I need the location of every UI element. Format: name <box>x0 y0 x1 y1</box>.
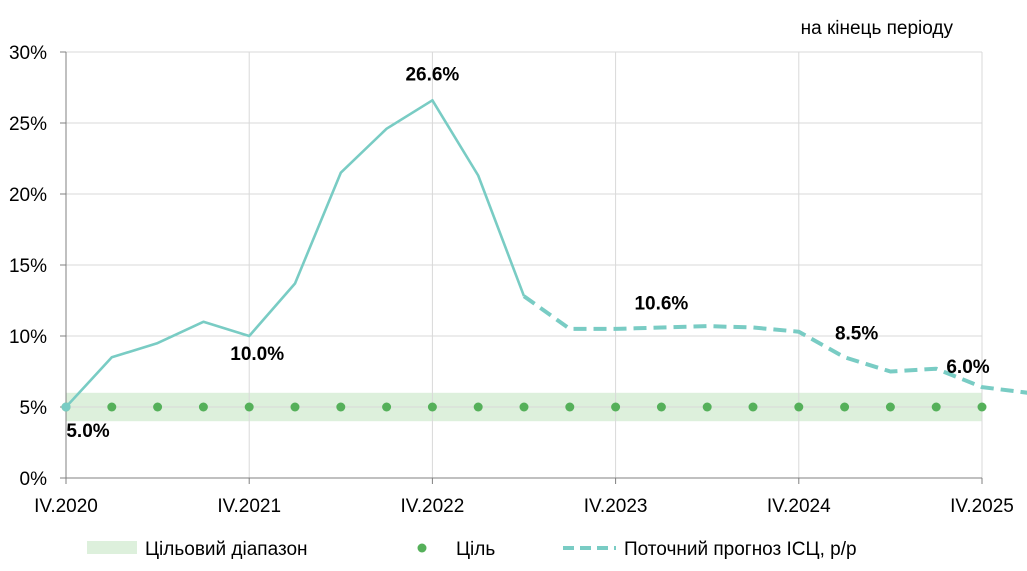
forecast-line <box>522 294 1027 395</box>
target-point <box>473 402 483 412</box>
target-point <box>153 402 163 412</box>
y-tick-label: 30% <box>9 43 47 64</box>
y-tick-label: 15% <box>9 256 47 277</box>
legend-swatch-target <box>417 543 427 553</box>
target-point <box>565 402 575 412</box>
target-point <box>840 402 850 412</box>
target-point <box>794 402 804 412</box>
x-tick-label: IV.2024 <box>767 496 831 517</box>
chart-note: на кінець періоду <box>801 18 954 39</box>
data-label: 6.0% <box>946 357 989 378</box>
x-tick-label: IV.2025 <box>950 496 1014 517</box>
target-point <box>244 402 254 412</box>
target-point <box>107 402 117 412</box>
y-tick-label: 25% <box>9 114 47 135</box>
y-tick-label: 20% <box>9 185 47 206</box>
legend-label-range: Цільовий діапазон <box>145 539 308 560</box>
y-tick-label: 10% <box>9 327 47 348</box>
target-point <box>885 402 895 412</box>
target-point <box>198 402 208 412</box>
legend-swatch-range <box>87 541 137 554</box>
target-point <box>611 402 621 412</box>
target-point <box>427 402 437 412</box>
target-point <box>519 402 529 412</box>
x-tick-label: IV.2020 <box>34 496 98 517</box>
data-label: 10.0% <box>230 344 284 365</box>
data-label: 8.5% <box>835 323 878 344</box>
data-label: 5.0% <box>66 421 109 442</box>
target-point <box>748 402 758 412</box>
actual-line <box>65 99 526 408</box>
target-point <box>336 402 346 412</box>
x-tick-label: IV.2023 <box>584 496 648 517</box>
target-point <box>931 402 941 412</box>
start-point <box>61 402 71 412</box>
y-tick-label: 0% <box>20 469 48 490</box>
y-tick-label: 5% <box>20 398 48 419</box>
legend: Цільовий діапазон Ціль Поточний прогноз ІС… <box>87 539 857 560</box>
legend-label-target: Ціль <box>456 539 495 560</box>
legend-label-forecast: Поточний прогноз ІСЦ, р/р <box>624 539 857 560</box>
target-point <box>977 402 987 412</box>
target-point <box>290 402 300 412</box>
data-label: 10.6% <box>634 293 688 314</box>
target-point <box>702 402 712 412</box>
data-label: 26.6% <box>405 64 459 85</box>
x-tick-label: IV.2021 <box>217 496 281 517</box>
x-tick-label: IV.2022 <box>401 496 465 517</box>
target-point <box>656 402 666 412</box>
plot-area: 0% 5% 10% 15% 20% 25% 30% IV.2020 IV.2021 IV.2022… <box>9 43 1027 517</box>
target-point <box>382 402 392 412</box>
